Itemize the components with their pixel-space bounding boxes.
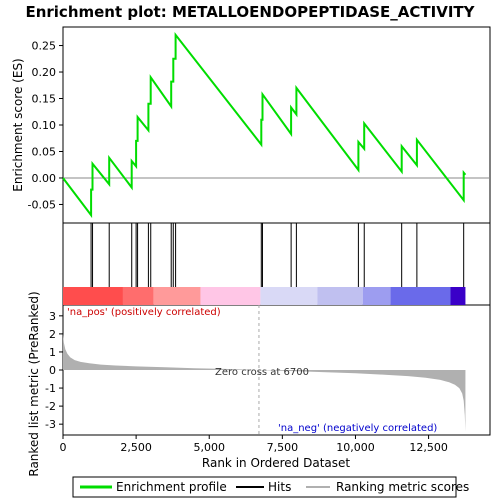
es-y-tick-label: 0.25 (32, 40, 57, 53)
es-y-tick-label: 0.10 (32, 119, 57, 132)
pos-label: 'na_pos' (positively correlated) (67, 307, 221, 318)
x-axis-label: Rank in Ordered Dataset (202, 456, 350, 470)
es-ylabel: Enrichment score (ES) (11, 58, 25, 191)
chart-title: Enrichment plot: METALLOENDOPEPTIDASE_AC… (25, 3, 475, 21)
axes: -0.05 0.00 0.05 0.10 0.15 0.20 0.25 -3 -2 -1 0 1 2 3 0… (28, 40, 448, 454)
metric-series-area (63, 334, 465, 432)
band-segment (154, 287, 201, 305)
band-segment (391, 287, 451, 305)
band-segment (317, 287, 362, 305)
color-band (63, 287, 465, 305)
metric-y-tick-label: -2 (45, 400, 56, 413)
es-y-tick-label: 0.20 (32, 66, 57, 79)
es-y-tick-label: -0.05 (28, 198, 56, 211)
es-y-tick-label: 0.15 (32, 93, 57, 106)
neg-label: 'na_neg' (negatively correlated) (278, 423, 437, 434)
es-profile (63, 35, 465, 215)
metric-ylabel: Ranked list metric (PreRanked) (27, 291, 41, 476)
legend-label-metric: Ranking metric scores (336, 480, 469, 494)
metric-y-tick-label: -1 (45, 382, 56, 395)
x-tick-label: 12,500 (409, 441, 448, 454)
band-segment (200, 287, 260, 305)
metric-y-tick-label: 3 (49, 310, 56, 323)
legend-label-hits: Hits (268, 480, 291, 494)
metric-y-tick-label: -3 (45, 418, 56, 431)
x-tick-label: 7,500 (267, 441, 299, 454)
hit-marks (91, 223, 464, 287)
es-y-tick-label: 0.00 (32, 172, 57, 185)
legend: Enrichment profile Hits Ranking metric s… (73, 477, 469, 497)
band-segment (363, 287, 391, 305)
es-panel (63, 27, 490, 223)
x-tick-label: 5,000 (193, 441, 225, 454)
zero-cross-label: Zero cross at 6700 (215, 367, 309, 378)
x-tick-label: 10,000 (336, 441, 375, 454)
metric-y-tick-label: 2 (49, 328, 56, 341)
legend-label-enrichment: Enrichment profile (116, 480, 227, 494)
band-segment (260, 287, 317, 305)
es-series-line (63, 35, 465, 215)
x-tick-label: 0 (60, 441, 67, 454)
band-segment (451, 287, 466, 305)
es-y-tick-label: 0.05 (32, 145, 57, 158)
metric-y-tick-label: 1 (49, 346, 56, 359)
metric-y-tick-label: 0 (49, 364, 56, 377)
band-segment (63, 287, 123, 305)
x-tick-label: 2,500 (120, 441, 152, 454)
band-segment (123, 287, 154, 305)
